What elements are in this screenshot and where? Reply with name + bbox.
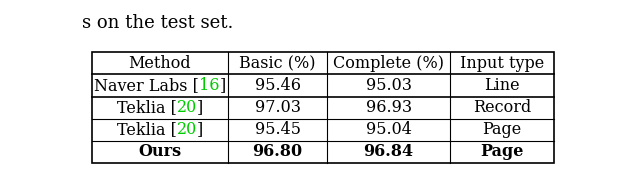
Text: 95.46: 95.46 xyxy=(255,77,300,94)
Text: Line: Line xyxy=(484,77,520,94)
Text: Input type: Input type xyxy=(460,55,544,72)
Text: 20: 20 xyxy=(177,99,197,116)
Text: Complete (%): Complete (%) xyxy=(333,55,444,72)
Text: Record: Record xyxy=(473,99,531,116)
Text: Ours: Ours xyxy=(138,143,181,160)
Text: Teklia [: Teklia [ xyxy=(117,99,177,116)
Text: 95.04: 95.04 xyxy=(366,121,412,138)
Text: Teklia [: Teklia [ xyxy=(117,121,177,138)
Bar xyxy=(91,52,554,163)
Text: Page: Page xyxy=(480,143,523,160)
Text: 95.03: 95.03 xyxy=(366,77,412,94)
Text: ]: ] xyxy=(219,77,226,94)
Text: Basic (%): Basic (%) xyxy=(239,55,316,72)
Text: ]: ] xyxy=(197,99,203,116)
Text: Method: Method xyxy=(129,55,191,72)
Text: Page: Page xyxy=(482,121,522,138)
Text: Naver Labs [: Naver Labs [ xyxy=(94,77,199,94)
Text: 20: 20 xyxy=(177,121,197,138)
Text: 16: 16 xyxy=(199,77,219,94)
Text: s on the test set.: s on the test set. xyxy=(82,14,234,32)
Text: 95.45: 95.45 xyxy=(255,121,300,138)
Text: 96.84: 96.84 xyxy=(363,143,413,160)
Text: ]: ] xyxy=(197,121,203,138)
Text: 97.03: 97.03 xyxy=(255,99,300,116)
Text: 96.80: 96.80 xyxy=(253,143,303,160)
Text: 96.93: 96.93 xyxy=(365,99,412,116)
